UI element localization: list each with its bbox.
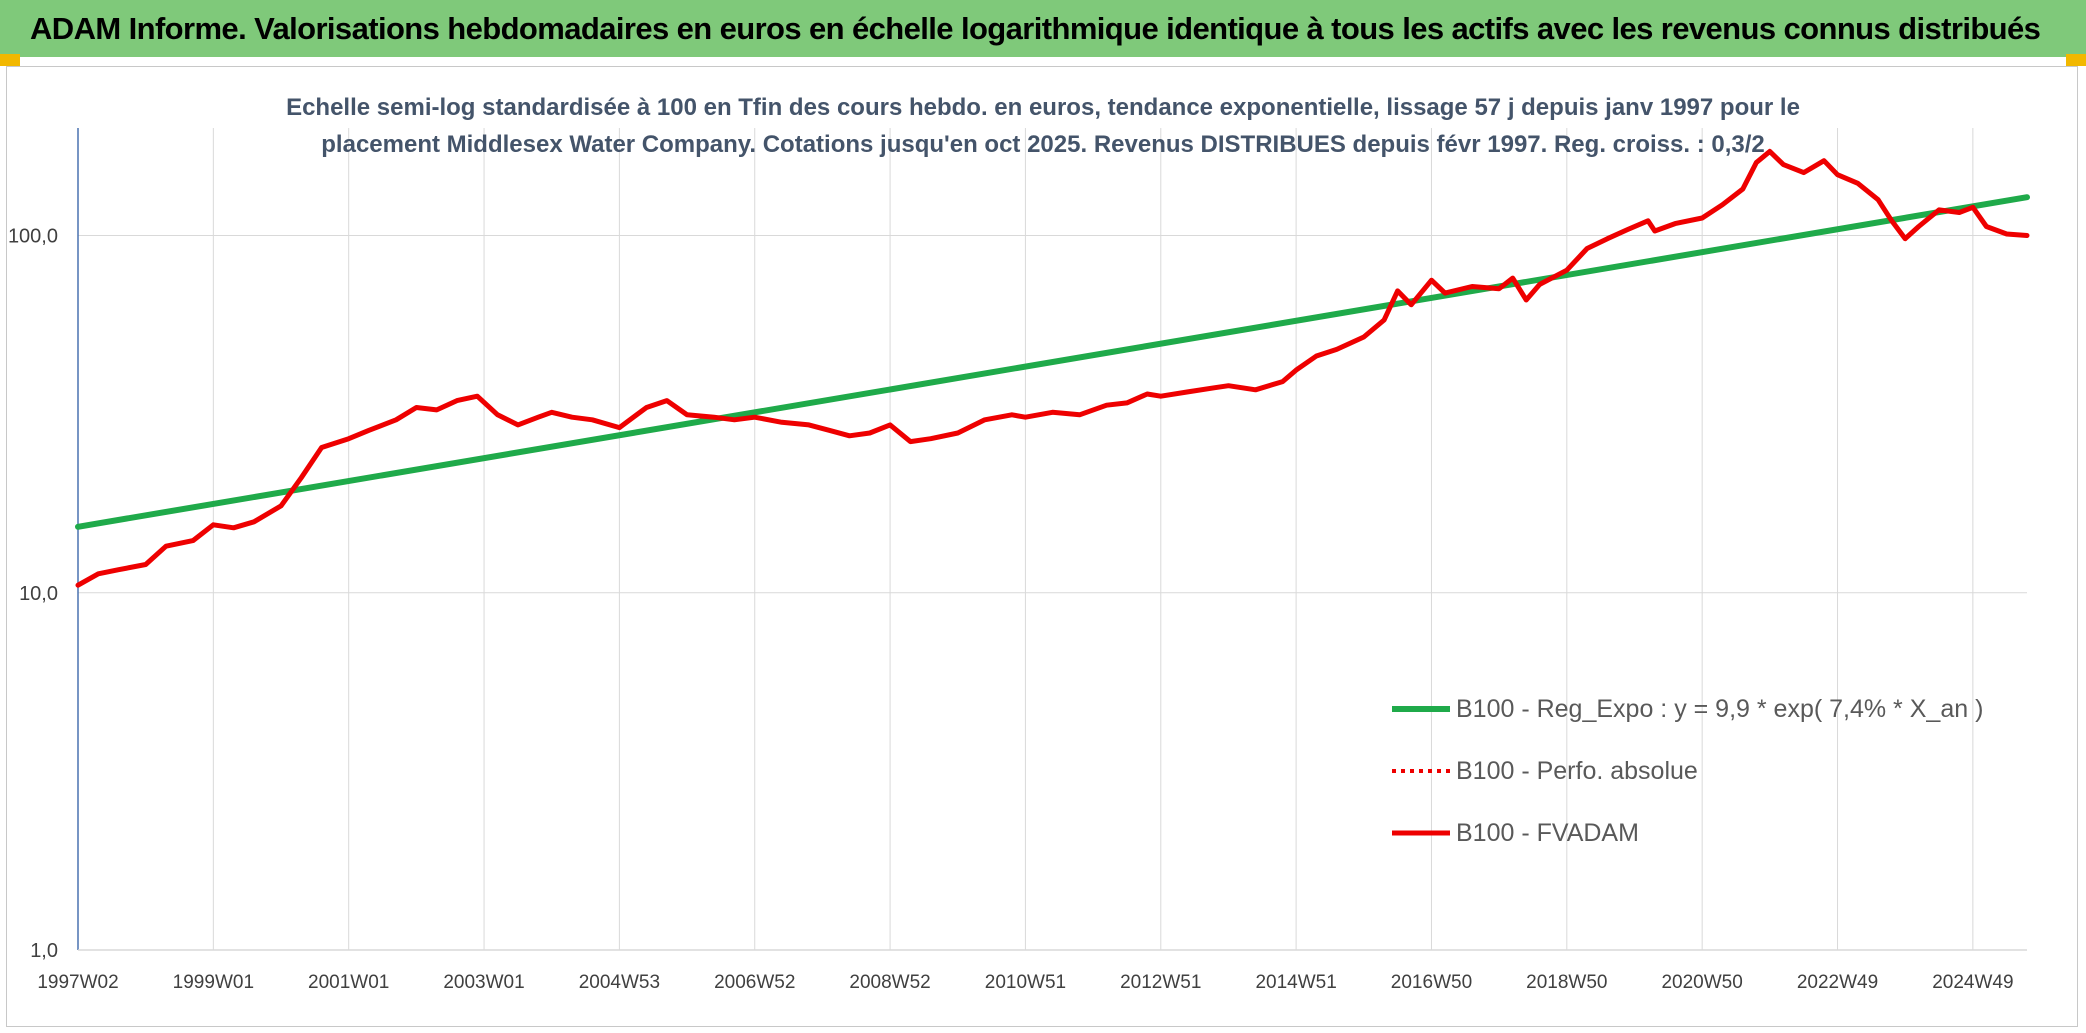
x-tick-label: 2004W53 bbox=[579, 972, 660, 993]
y-tick-label: 1,0 bbox=[30, 940, 58, 962]
x-tick-label: 2003W01 bbox=[443, 972, 524, 993]
y-tick-label: 100,0 bbox=[8, 226, 58, 248]
x-tick-label: 2008W52 bbox=[849, 972, 930, 993]
x-tick-label: 2020W50 bbox=[1661, 972, 1742, 993]
corner-accent-left bbox=[0, 54, 20, 66]
chart-title-line-2: placement Middlesex Water Company. Cotat… bbox=[321, 131, 1764, 158]
corner-accent-right bbox=[2066, 54, 2086, 66]
series-line-2 bbox=[75, 148, 2030, 588]
x-tick-label: 2006W52 bbox=[714, 972, 795, 993]
x-tick-label: 2012W51 bbox=[1120, 972, 1201, 993]
x-tick-label: 1997W02 bbox=[37, 972, 118, 993]
legend-label-1: B100 - Perfo. absolue bbox=[1456, 757, 1698, 785]
chart-frame bbox=[6, 66, 2078, 1027]
legend-label-0: B100 - Reg_Expo : y = 9,9 * exp( 7,4% * … bbox=[1456, 695, 1983, 723]
x-tick-label: 2016W50 bbox=[1391, 972, 1472, 993]
x-tick-label: 2018W50 bbox=[1526, 972, 1607, 993]
y-tick-label: 10,0 bbox=[19, 583, 58, 605]
x-tick-label: 1999W01 bbox=[173, 972, 254, 993]
x-tick-label: 2022W49 bbox=[1797, 972, 1878, 993]
y-axis-tick-labels: 1,0 10,0 100,0 bbox=[8, 226, 58, 962]
x-tick-label: 2010W51 bbox=[985, 972, 1066, 993]
x-tick-label: 2001W01 bbox=[308, 972, 389, 993]
x-tick-label: 2014W51 bbox=[1255, 972, 1336, 993]
chart-title-line-1: Echelle semi-log standardisée à 100 en T… bbox=[286, 94, 1800, 121]
legend-label-2: B100 - FVADAM bbox=[1456, 819, 1639, 847]
report-banner: ADAM Informe. Valorisations hebdomadaire… bbox=[0, 0, 2086, 57]
x-axis-tick-labels: 1997W02 1999W01 2001W01 2003W01 2004W53 2006W… bbox=[37, 972, 2013, 993]
gridlines bbox=[77, 128, 2027, 951]
series-group bbox=[75, 148, 2030, 588]
report-title: ADAM Informe. Valorisations hebdomadaire… bbox=[30, 10, 2041, 46]
x-tick-label: 2024W49 bbox=[1932, 972, 2013, 993]
legend: B100 - Reg_Expo : y = 9,9 * exp( 7,4% * … bbox=[1392, 695, 1983, 847]
series-line-0 bbox=[75, 194, 2030, 530]
